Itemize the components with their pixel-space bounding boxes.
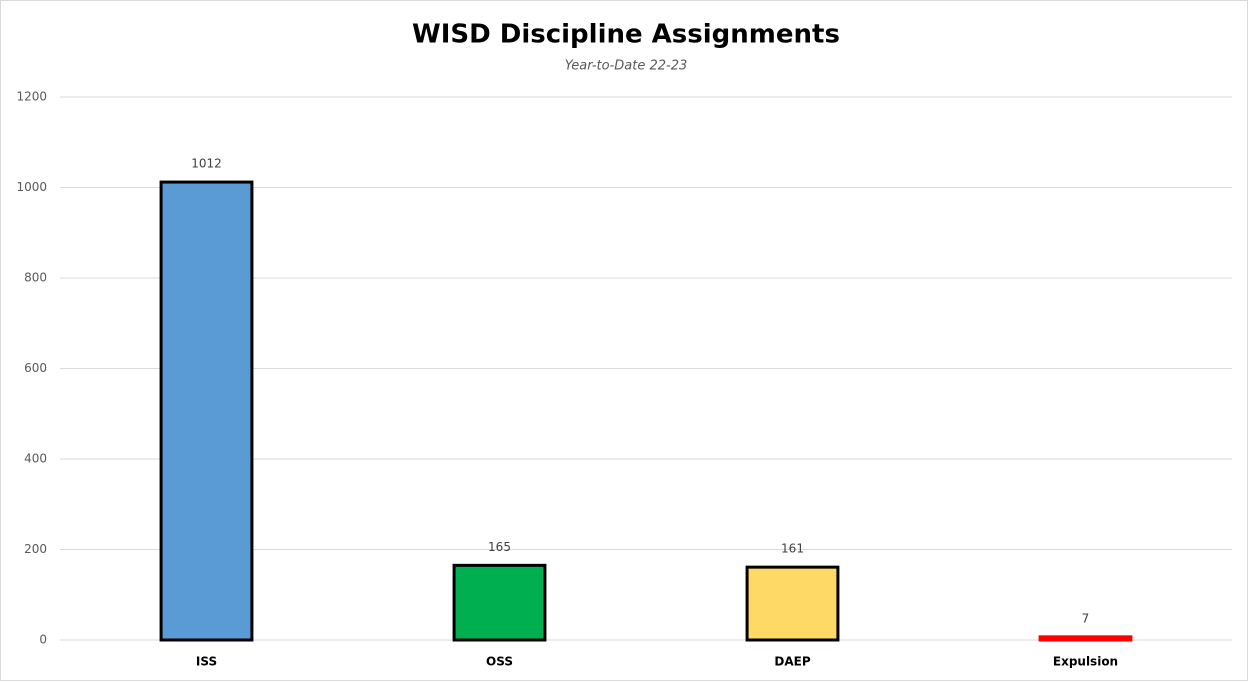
chart-title: WISD Discipline Assignments bbox=[412, 20, 840, 50]
data-label: 1012 bbox=[191, 157, 222, 171]
data-label: 7 bbox=[1082, 611, 1090, 625]
bar bbox=[745, 565, 840, 642]
x-tick-label: ISS bbox=[196, 655, 217, 669]
data-label: 161 bbox=[781, 542, 804, 556]
data-label: 165 bbox=[488, 540, 511, 554]
chart-subtitle: Year-to-Date 22-23 bbox=[565, 59, 688, 74]
x-tick-label: DAEP bbox=[774, 655, 810, 669]
y-tick-label: 0 bbox=[39, 633, 47, 647]
x-tick-label: OSS bbox=[486, 655, 513, 669]
y-tick-label: 800 bbox=[24, 271, 47, 285]
y-tick-label: 1000 bbox=[16, 180, 47, 194]
bar bbox=[159, 180, 254, 642]
y-tick-label: 200 bbox=[24, 542, 47, 556]
y-tick-label: 400 bbox=[24, 452, 47, 466]
x-tick-label: Expulsion bbox=[1053, 655, 1118, 669]
y-tick-label: 600 bbox=[24, 361, 47, 375]
y-tick-label: 1200 bbox=[16, 90, 47, 104]
bar bbox=[1038, 635, 1133, 642]
bar bbox=[452, 563, 547, 642]
